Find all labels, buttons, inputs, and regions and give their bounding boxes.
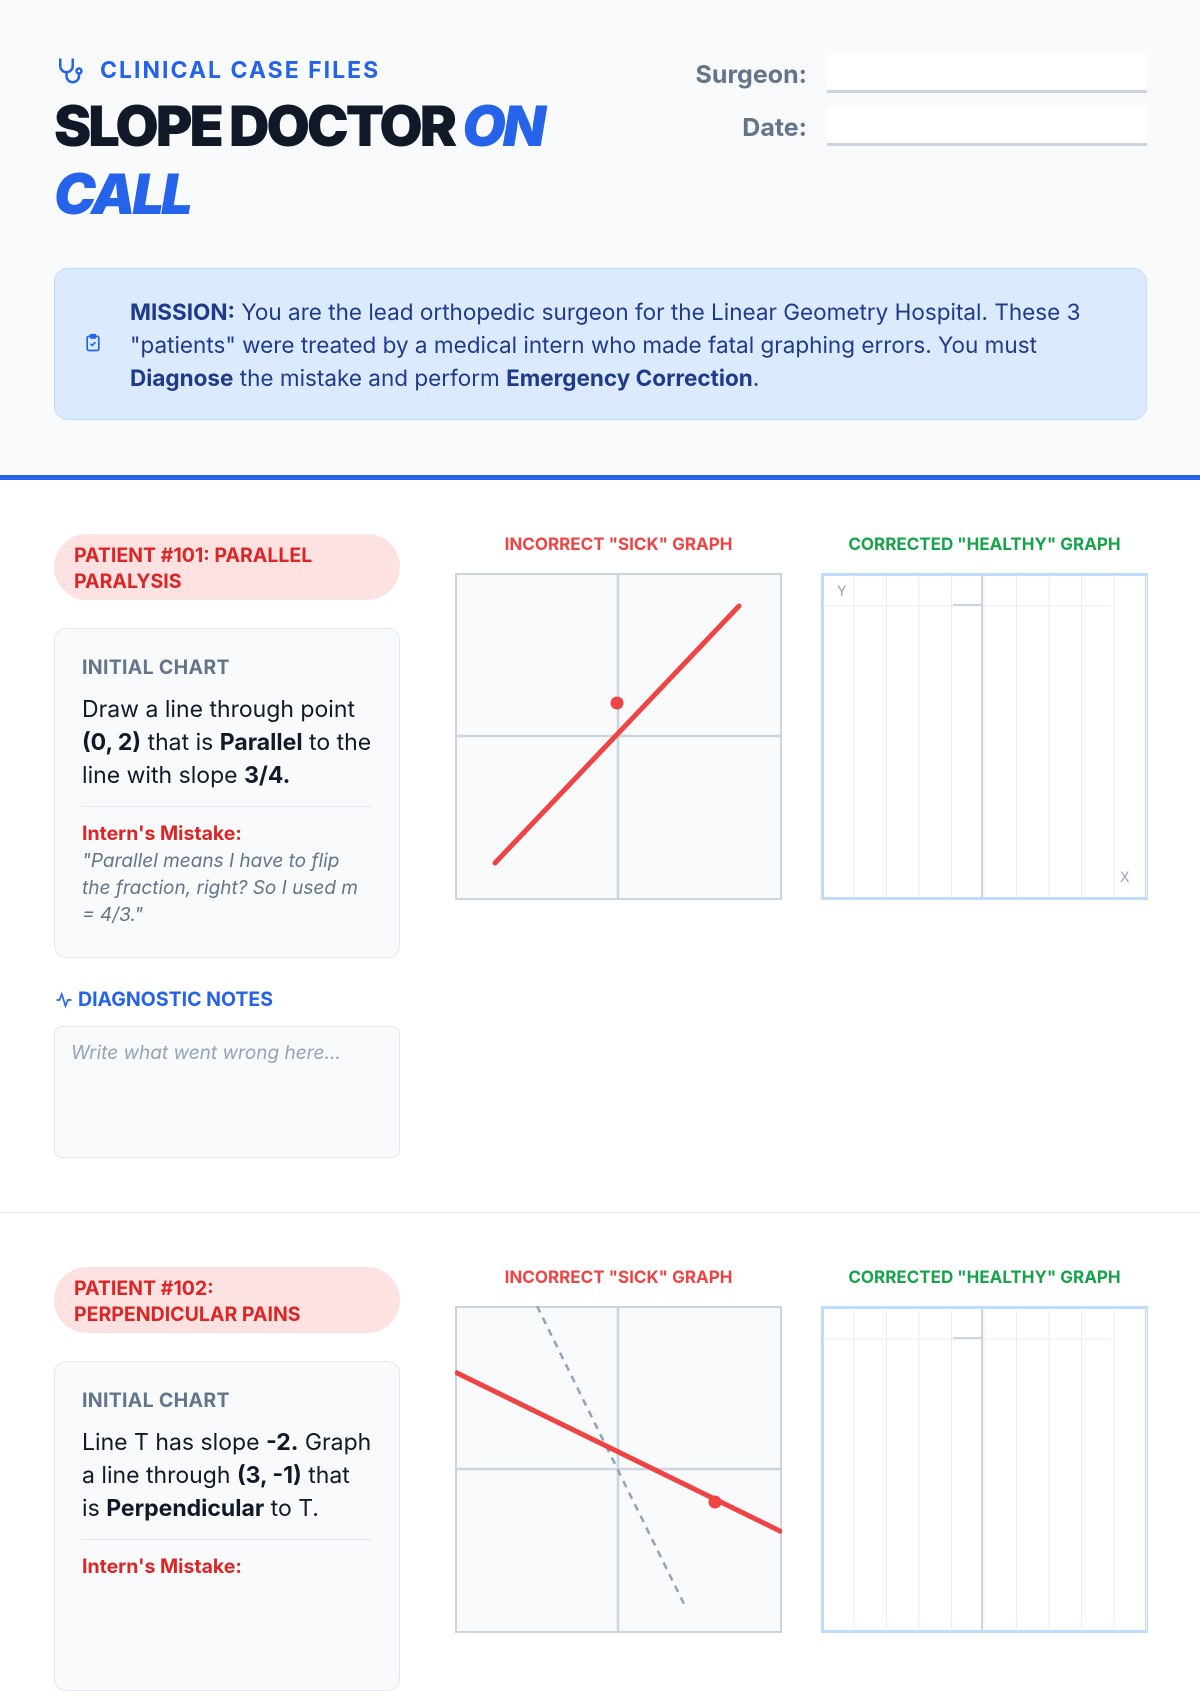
text-run: (0, 2) xyxy=(82,728,142,756)
mistake-label: Intern's Mistake: xyxy=(82,806,372,845)
surgeon-field: Surgeon: xyxy=(620,54,1147,94)
notes-heading-text: DIAGNOSTIC NOTES xyxy=(78,987,274,1011)
sick-title: INCORRECT "SICK" GRAPH xyxy=(504,535,733,555)
healthy-title: CORRECTED "HEALTHY" GRAPH xyxy=(848,1268,1121,1288)
text-run: 3/4. xyxy=(244,761,291,789)
patient-pill: PATIENT #102: PERPENDICULAR PAINS xyxy=(54,1267,400,1333)
text-run: Draw a line through point xyxy=(82,695,355,723)
title-accent: ON CALL xyxy=(54,92,546,228)
clipboard-icon xyxy=(86,333,100,352)
kicker: CLINICAL CASE FILES xyxy=(100,56,381,84)
notes-heading: DIAGNOSTIC NOTES xyxy=(54,987,273,1011)
card-label: INITIAL CHART xyxy=(82,655,230,679)
mission-box: MISSION: You are the lead orthopedic sur… xyxy=(54,268,1147,420)
sick-graph xyxy=(453,1305,784,1633)
mistake-label: Intern's Mistake: xyxy=(82,1539,372,1578)
date-field: Date: xyxy=(620,107,1147,147)
sick-graph xyxy=(455,573,782,900)
text-run: Diagnose xyxy=(130,365,234,392)
pulse-icon xyxy=(56,991,72,1009)
title: SLOPE DOCTOR ON CALL xyxy=(54,92,654,228)
text-run: Line T has slope xyxy=(82,1428,266,1456)
text-run: that is xyxy=(82,1461,350,1522)
text-input[interactable] xyxy=(827,107,1147,146)
graph xyxy=(455,573,782,900)
text-run: that is xyxy=(141,728,220,756)
graph xyxy=(821,573,1148,900)
sick-title: INCORRECT "SICK" GRAPH xyxy=(504,1268,733,1288)
card-label: INITIAL CHART xyxy=(82,1388,230,1412)
field-label: Date: xyxy=(742,113,807,143)
axis-label: Y xyxy=(837,583,847,600)
field-label: Surgeon: xyxy=(695,60,807,90)
stethoscope-icon xyxy=(59,58,83,84)
graph xyxy=(453,1305,784,1633)
healthy-graph xyxy=(821,573,1148,900)
mistake-quote: "Parallel means I have to flip the fract… xyxy=(82,849,358,926)
text-run: Perpendicular xyxy=(106,1494,265,1522)
healthy-title: CORRECTED "HEALTHY" GRAPH xyxy=(848,535,1121,555)
text-run: to T. xyxy=(264,1494,319,1522)
title-main: SLOPE DOCTOR xyxy=(54,92,457,160)
mission-text: MISSION: You are the lead orthopedic sur… xyxy=(130,296,1116,395)
text-run: Emergency Correction xyxy=(506,365,753,392)
text-run: You are the lead orthopedic surgeon for … xyxy=(130,299,1081,359)
text-run: Parallel xyxy=(219,728,303,756)
graph xyxy=(821,1306,1148,1633)
prompt: Line T has slope -2. Graph a line throug… xyxy=(82,1426,372,1525)
notes-box[interactable]: Write what went wrong here... xyxy=(54,1026,400,1158)
text-run: MISSION: xyxy=(130,299,236,326)
axis-label: X xyxy=(1120,869,1130,886)
text-run: . xyxy=(752,365,760,392)
case-card: INITIAL CHART Draw a line through point (… xyxy=(54,628,400,958)
text-run: (3, -1) xyxy=(236,1461,302,1489)
text-run: Graph a line through xyxy=(82,1428,372,1489)
text-input[interactable] xyxy=(827,54,1147,93)
header: CLINICAL CASE FILES SLOPE DOCTOR ON CALL… xyxy=(0,0,1200,480)
text-run: the mistake and perform xyxy=(233,365,507,392)
patient-pill: PATIENT #101: PARALLEL PARALYSIS xyxy=(54,534,400,600)
prompt: Draw a line through point (0, 2) that is… xyxy=(82,693,372,792)
text-run: to the line with slope xyxy=(82,728,372,789)
healthy-graph xyxy=(821,1306,1148,1633)
separator xyxy=(0,1212,1200,1213)
case-card: INITIAL CHART Line T has slope -2. Graph … xyxy=(54,1361,400,1691)
text-run: -2. xyxy=(265,1428,299,1456)
